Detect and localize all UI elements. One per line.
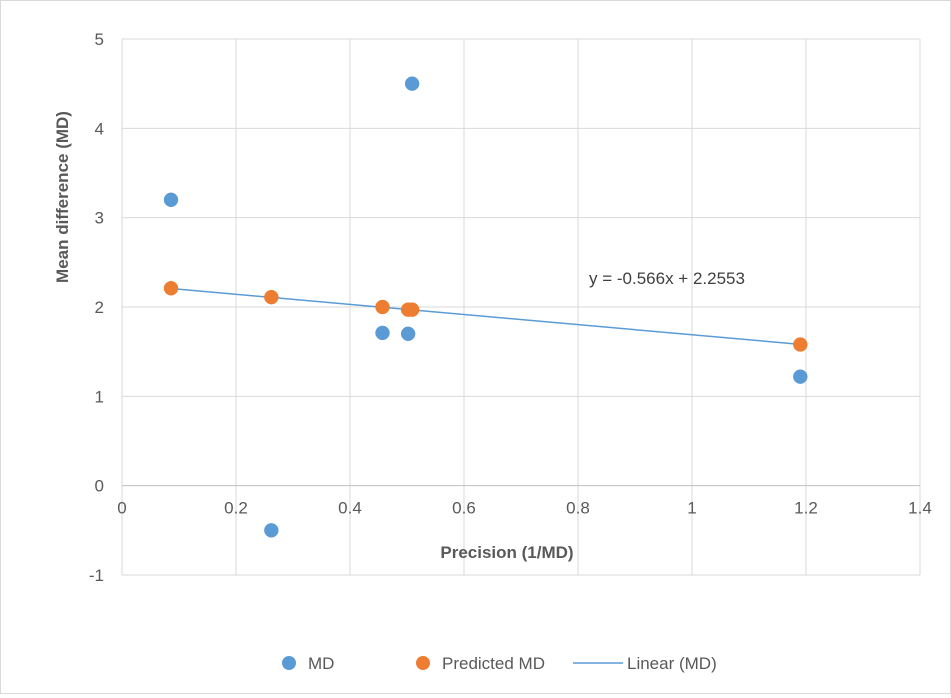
predicted-md-point <box>375 299 390 315</box>
predicted-md-point <box>793 337 808 352</box>
y-axis-title: Mean difference (MD) <box>53 111 72 283</box>
x-axis-title: Precision (1/MD) <box>440 543 573 562</box>
y-tick-label: 3 <box>95 209 104 228</box>
md-point <box>793 369 808 384</box>
legend: MD Predicted MD Linear (MD) <box>282 654 717 673</box>
legend-label-md: MD <box>308 654 334 673</box>
x-tick-label: 0.2 <box>224 499 248 518</box>
predicted-md-point <box>163 280 179 296</box>
y-tick-label: 5 <box>95 30 104 49</box>
y-tick-label: 1 <box>95 387 104 406</box>
legend-marker-predicted-md <box>416 656 430 670</box>
legend-marker-md <box>282 656 296 670</box>
tick-labels: 0 0.2 0.4 0.6 0.8 1 1.2 1.4 -1 0 1 2 3 4 5 <box>89 30 932 585</box>
x-tick-label: 0.6 <box>452 499 476 518</box>
md-point <box>163 192 179 208</box>
gridlines <box>121 38 921 576</box>
legend-label-predicted-md: Predicted MD <box>442 654 545 673</box>
x-tick-label: 1 <box>687 499 696 518</box>
y-tick-label: 2 <box>95 298 104 317</box>
y-tick-label: -1 <box>89 566 104 585</box>
predicted-md-point <box>404 302 420 317</box>
x-tick-label: 0 <box>117 499 126 518</box>
x-tick-label: 1.2 <box>794 499 818 518</box>
predicted-md-point <box>264 289 279 305</box>
legend-label-linear-md: Linear (MD) <box>627 654 717 673</box>
x-tick-label: 0.8 <box>566 499 590 518</box>
md-point <box>404 76 420 91</box>
y-tick-label: 4 <box>95 119 104 138</box>
x-tick-label: 0.4 <box>338 499 362 518</box>
md-point <box>264 523 279 538</box>
x-tick-label: 1.4 <box>908 499 932 518</box>
md-point <box>375 325 390 341</box>
y-tick-label: 0 <box>95 477 104 496</box>
trendline-equation: y = -0.566x + 2.2553 <box>589 269 745 288</box>
data-points <box>163 76 808 538</box>
md-point <box>400 326 416 342</box>
